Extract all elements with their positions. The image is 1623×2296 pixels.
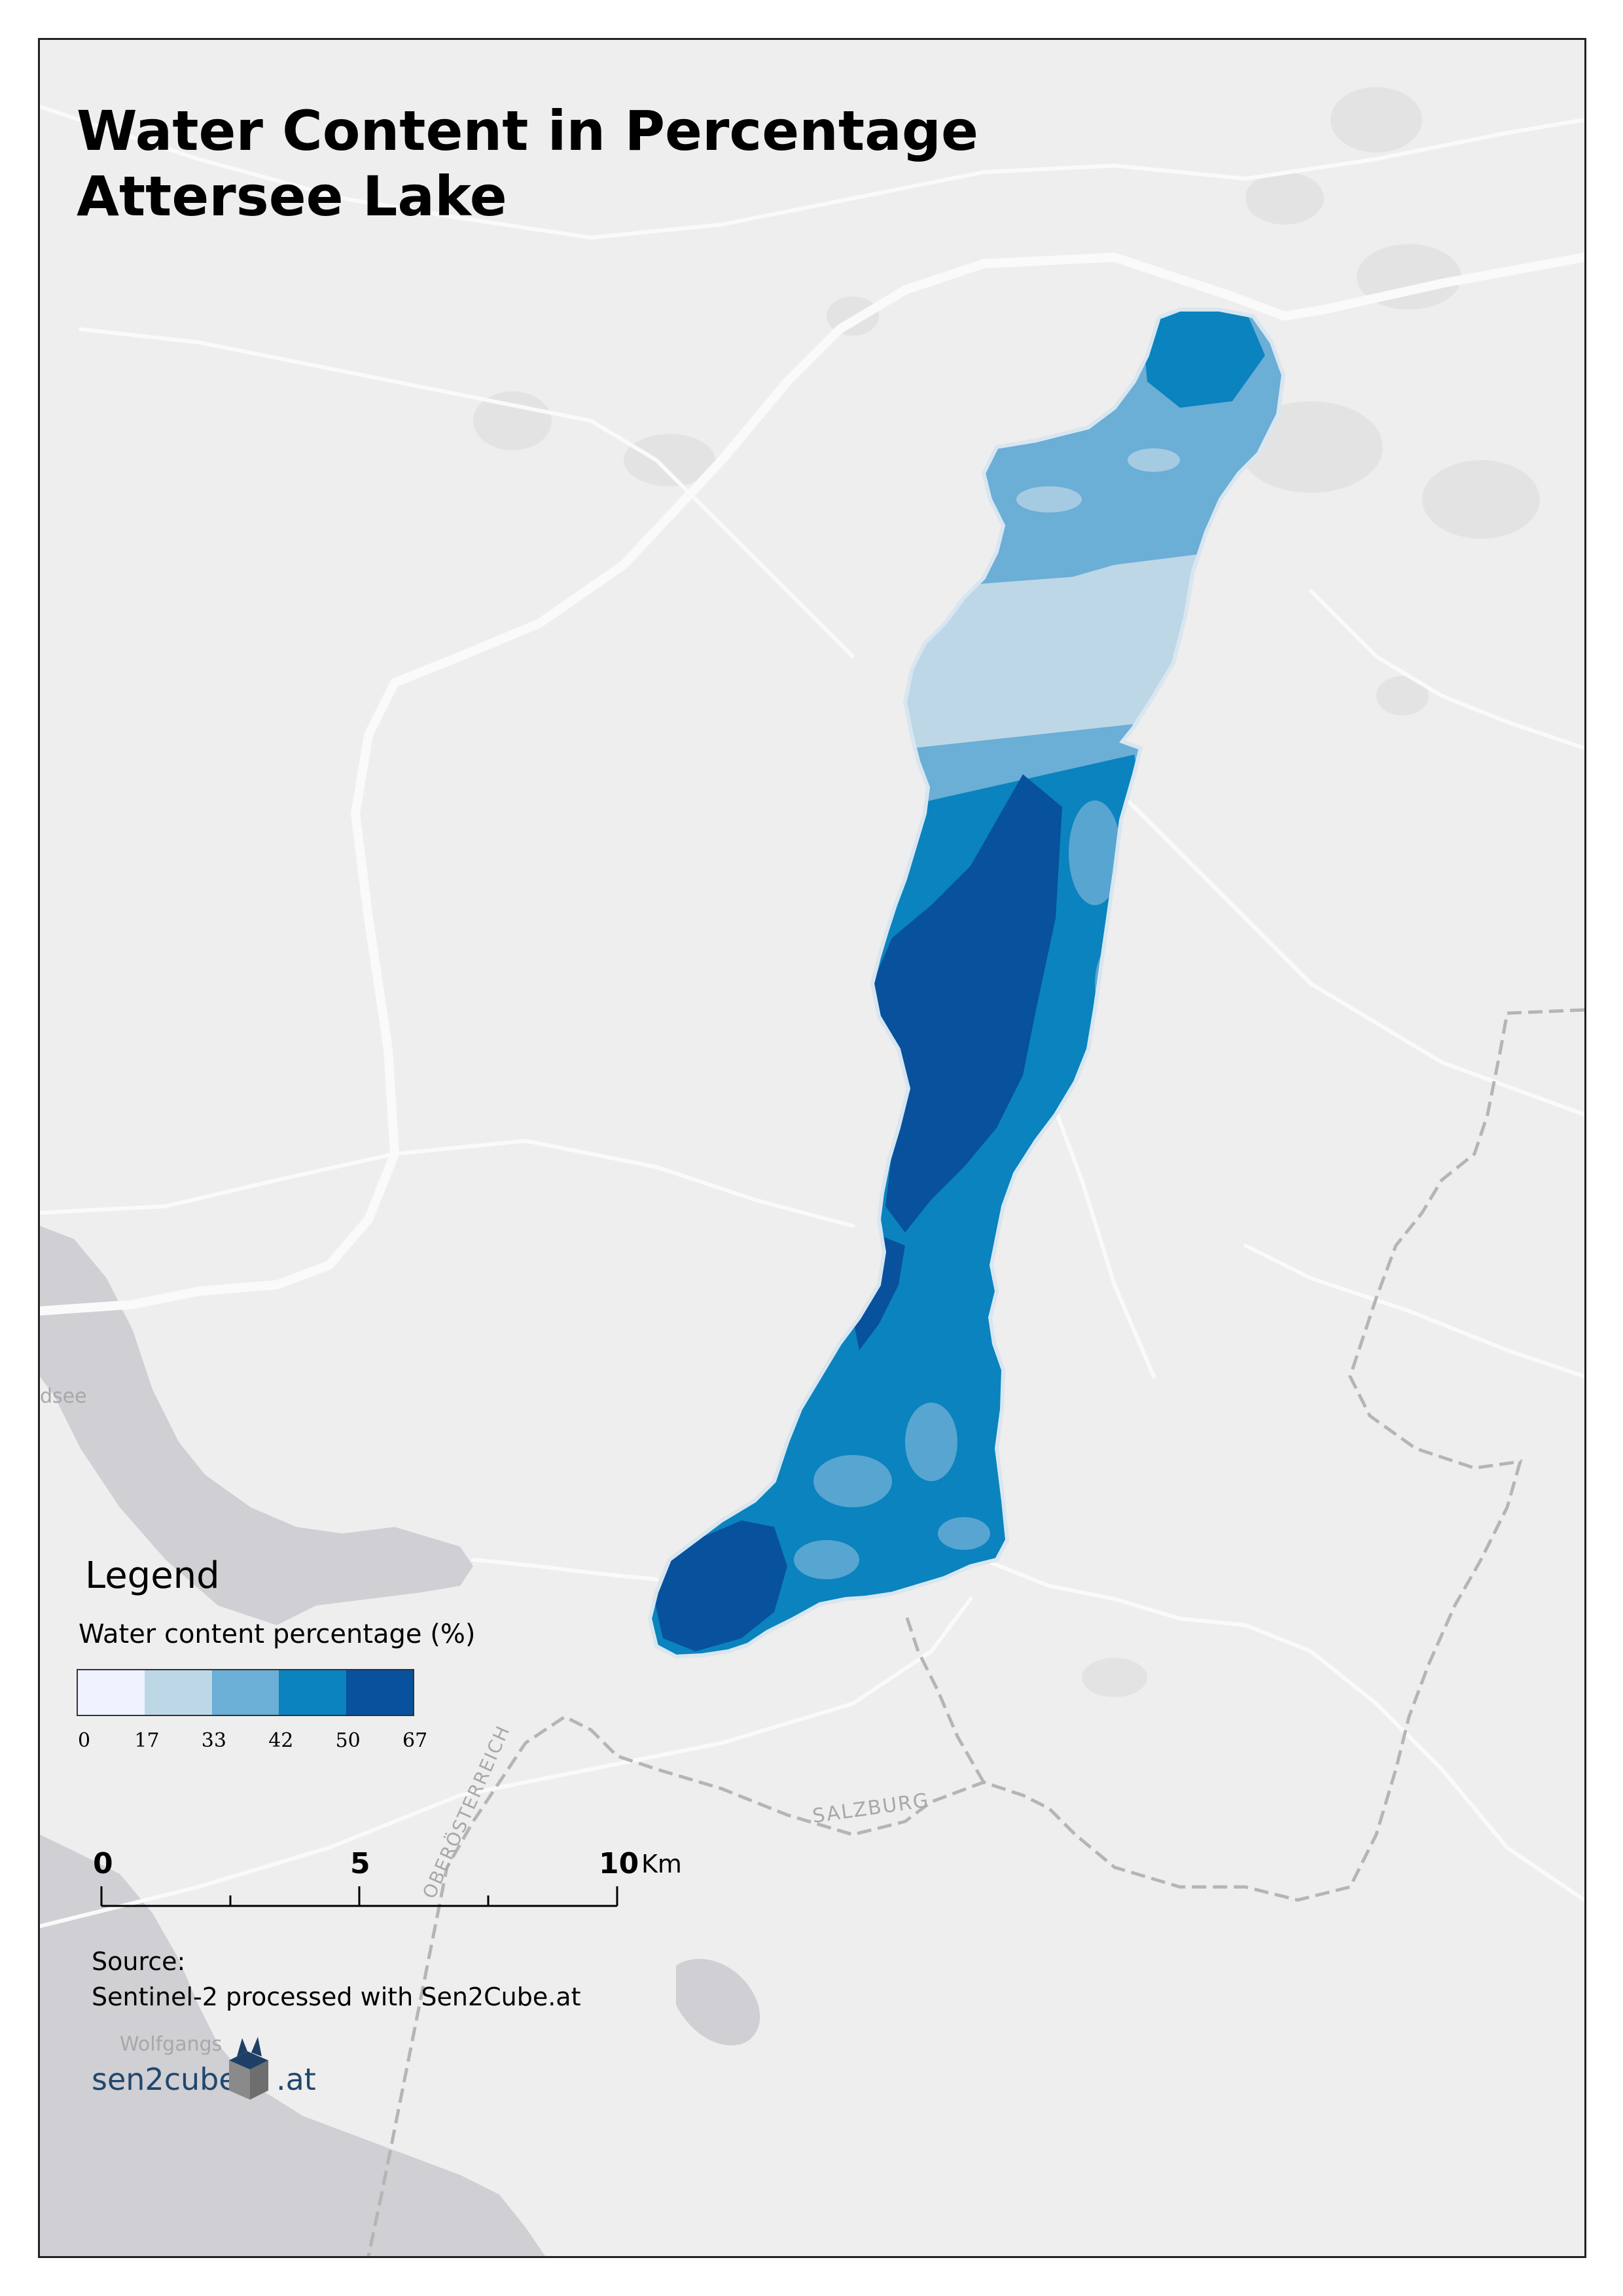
legend-heading: Legend <box>85 1554 220 1597</box>
legend-tick-5: 67 <box>402 1729 428 1752</box>
legend-bin-0 <box>78 1670 145 1715</box>
sen2cube-logo: sen2cube .at <box>92 2028 316 2106</box>
legend-bin-1 <box>145 1670 212 1715</box>
scale-unit: Km <box>641 1850 682 1878</box>
legend-tick-4: 50 <box>335 1729 361 1752</box>
legend-tick-0: 0 <box>78 1729 91 1752</box>
roads <box>40 252 1584 1316</box>
basemap: dsee SALZBURG OBERÖSTERREICH Wolfgangs <box>40 40 1584 2256</box>
legend-subtitle: Water content percentage (%) <box>79 1619 476 1649</box>
map-title-line1: Water Content in Percentage <box>77 99 978 163</box>
scale-label-5: 5 <box>350 1847 370 1880</box>
legend-color-ramp <box>77 1669 414 1716</box>
legend-bin-4 <box>346 1670 414 1715</box>
cube-icon <box>229 2037 268 2100</box>
place-label-dsee: dsee <box>40 1385 87 1408</box>
map-title: Water Content in Percentage Attersee Lak… <box>77 98 978 229</box>
neighbor-lakes <box>40 1226 760 2256</box>
minor-roads <box>40 105 1584 1928</box>
state-boundary <box>366 1008 1584 2256</box>
source-label: Source: <box>92 1947 186 1976</box>
legend-tick-2: 33 <box>201 1729 226 1752</box>
logo-text-right: .at <box>276 2062 316 2097</box>
legend-bin-3 <box>279 1670 346 1715</box>
scale-label-0: 0 <box>93 1847 113 1880</box>
source-note: Source: Sentinel-2 processed with Sen2Cu… <box>92 1944 580 2015</box>
legend-tick-3: 42 <box>268 1729 294 1752</box>
scale-label-10: 10 <box>599 1847 639 1880</box>
logo-text-left: sen2cube <box>92 2062 238 2097</box>
map-frame: dsee SALZBURG OBERÖSTERREICH Wolfgangs <box>38 38 1586 2258</box>
place-label-wolfgangs: Wolfgangs <box>120 2033 222 2056</box>
source-text: Sentinel-2 processed with Sen2Cube.at <box>92 1982 581 2011</box>
legend-bin-2 <box>211 1670 279 1715</box>
map-title-line2: Attersee Lake <box>77 164 507 228</box>
legend-tick-1: 17 <box>134 1729 160 1752</box>
